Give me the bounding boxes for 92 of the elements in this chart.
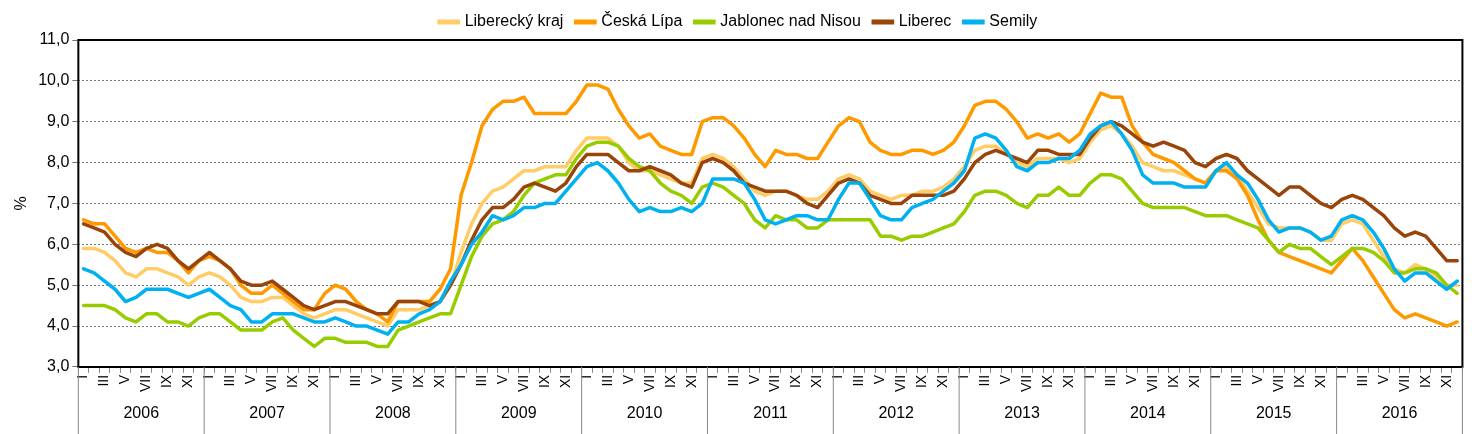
x-tick-label: VII — [389, 374, 406, 393]
text: 2009 — [500, 404, 537, 422]
text: 2011 — [753, 404, 788, 422]
x-tick-label: V — [1374, 374, 1391, 385]
x-tick-label: I — [577, 374, 594, 379]
x-tick-label: IX — [158, 374, 175, 389]
x-tick-label: V — [619, 374, 636, 385]
y-tick-label: 3,0 — [47, 357, 70, 375]
x-tick-label: IX — [535, 374, 552, 389]
x-tick-label: XI — [430, 374, 447, 389]
x-tick-label: XI — [1185, 374, 1202, 389]
x-tick-label: VII — [1395, 374, 1412, 393]
text: 2012 — [878, 404, 915, 422]
x-tick-label: VII — [137, 374, 154, 393]
y-tick-label: 9,0 — [47, 112, 70, 130]
x-tick-label: I — [1081, 374, 1098, 379]
x-tick-label: XI — [934, 374, 951, 389]
y-tick-label: 7,0 — [47, 193, 70, 211]
x-tick-label: III — [724, 374, 741, 387]
y-tick-label: 4,0 — [47, 316, 70, 334]
x-tick-label: V — [493, 374, 510, 385]
x-tick-label: XI — [1311, 374, 1328, 389]
y-tick-label: 10,0 — [38, 71, 70, 89]
y-tick-label: 5,0 — [47, 275, 70, 293]
x-tick-label: V — [242, 374, 259, 385]
x-tick-label: V — [1122, 374, 1139, 385]
x-tick-label: VII — [1143, 374, 1160, 393]
x-tick-label: IX — [787, 374, 804, 389]
x-tick-label: XI — [556, 374, 573, 389]
y-axis-title: % — [12, 196, 30, 211]
text: 2016 — [1381, 404, 1418, 422]
x-tick-label: III — [347, 374, 364, 387]
x-tick-label: V — [116, 374, 133, 385]
legend-label: Jablonec nad Nisou — [720, 12, 861, 30]
x-tick-label: III — [221, 374, 238, 387]
text: 2007 — [249, 404, 285, 422]
x-tick-label: IX — [913, 374, 930, 389]
x-tick-label: VII — [263, 374, 280, 393]
legend-label: Česká Lípa — [601, 11, 683, 30]
x-tick-label: XI — [1060, 374, 1077, 389]
x-tick-label: I — [451, 374, 468, 379]
x-tick-label: IX — [284, 374, 301, 389]
text: 2013 — [1004, 404, 1040, 422]
x-tick-label: V — [745, 374, 762, 385]
x-tick-label: VII — [514, 374, 531, 393]
x-tick-label: I — [74, 374, 91, 379]
x-tick-label: V — [871, 374, 888, 385]
x-tick-label: V — [997, 374, 1014, 385]
x-tick-label: III — [1102, 374, 1119, 387]
text: 2010 — [626, 404, 663, 422]
x-tick-label: I — [326, 374, 343, 379]
x-tick-label: I — [1332, 374, 1349, 379]
x-tick-label: III — [850, 374, 867, 387]
x-tick-label: III — [598, 374, 615, 387]
x-tick-label: IX — [1416, 374, 1433, 389]
x-tick-label: VII — [1269, 374, 1286, 393]
x-tick-label: VII — [892, 374, 909, 393]
x-tick-label: III — [472, 374, 489, 387]
x-tick-label: XI — [305, 374, 322, 389]
x-tick-label: III — [1227, 374, 1244, 387]
x-tick-label: I — [829, 374, 846, 379]
x-tick-label: III — [95, 374, 112, 387]
text: 2006 — [123, 404, 160, 422]
x-tick-label: VII — [640, 374, 657, 393]
x-tick-label: VII — [766, 374, 783, 393]
y-tick-label: 6,0 — [47, 234, 70, 252]
legend-label: Semily — [989, 12, 1038, 30]
x-tick-label: V — [368, 374, 385, 385]
x-tick-label: XI — [808, 374, 825, 389]
x-tick-label: XI — [682, 374, 699, 389]
x-tick-label: I — [955, 374, 972, 379]
y-tick-label: 8,0 — [47, 152, 70, 170]
x-tick-label: III — [976, 374, 993, 387]
x-tick-label: I — [200, 374, 217, 379]
x-tick-label: I — [703, 374, 720, 379]
x-tick-label: XI — [1437, 374, 1454, 389]
x-tick-label: IX — [409, 374, 426, 389]
y-tick-label: 11,0 — [39, 30, 70, 48]
text: 2008 — [375, 404, 411, 422]
x-tick-label: I — [1206, 374, 1223, 379]
text: 2014 — [1130, 404, 1166, 422]
legend-label: Liberecký kraj — [464, 12, 564, 30]
x-tick-label: IX — [1164, 374, 1181, 389]
legend-label: Liberec — [898, 12, 952, 30]
x-tick-label: IX — [661, 374, 678, 389]
x-tick-label: IX — [1039, 374, 1056, 389]
text: 2015 — [1255, 404, 1292, 422]
x-tick-label: XI — [179, 374, 196, 389]
x-tick-label: VII — [1018, 374, 1035, 393]
x-tick-label: V — [1248, 374, 1265, 385]
x-tick-label: IX — [1290, 374, 1307, 389]
x-tick-label: III — [1353, 374, 1370, 387]
